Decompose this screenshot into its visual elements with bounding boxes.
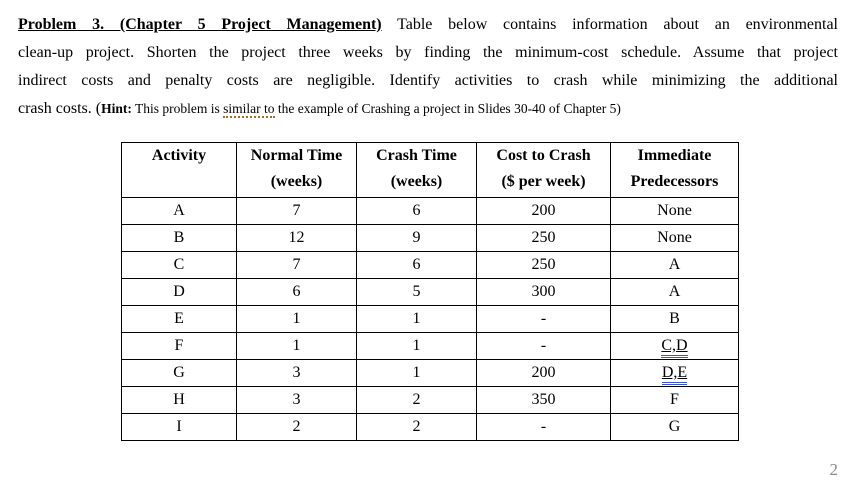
- table-cell: 6: [356, 251, 477, 279]
- table-row: B 12 9 250 None: [121, 224, 739, 252]
- table-cell: 250: [476, 224, 611, 252]
- table-row: C 7 6 250 A: [121, 251, 739, 279]
- header-crash-time: Crash Time (weeks): [356, 142, 477, 198]
- table-cell: 6: [356, 197, 477, 225]
- table-cell: A: [121, 197, 237, 225]
- hint-label: Hint:: [101, 101, 132, 116]
- table-cell: -: [476, 332, 611, 360]
- table-cell: 300: [476, 278, 611, 306]
- table-cell: 2: [236, 413, 357, 441]
- table-row: G 3 1 200 D,E: [121, 359, 739, 387]
- table-cell: C: [121, 251, 237, 279]
- table-row: E 1 1 - B: [121, 305, 739, 333]
- spellcheck-flagged-text: similar to: [223, 101, 275, 118]
- table-cell: 12: [236, 224, 357, 252]
- table-cell: A: [610, 278, 739, 306]
- header-line: Immediate: [637, 147, 712, 164]
- table-cell: C,D: [610, 332, 739, 360]
- table-cell: 250: [476, 251, 611, 279]
- hint-text: Hint: This problem is similar to the exa…: [101, 101, 621, 118]
- table-header-row: Activity Normal Time (weeks) Crash Time (w…: [121, 142, 739, 198]
- hint-text-after: the example of Crashing a project in Sli…: [274, 101, 621, 116]
- table-cell: 200: [476, 197, 611, 225]
- table-cell: D: [121, 278, 237, 306]
- grammar-flagged-text: C,D: [661, 337, 688, 358]
- table-cell: 200: [476, 359, 611, 387]
- table-cell: 5: [356, 278, 477, 306]
- header-line: Predecessors: [630, 173, 719, 190]
- project-table: Activity Normal Time (weeks) Crash Time (w…: [121, 142, 739, 441]
- problem-statement: Problem 3. (Chapter 5 Project Management…: [18, 11, 838, 123]
- header-line: Cost to Crash: [496, 147, 591, 164]
- table-cell: B: [121, 224, 237, 252]
- paragraph-line-3: indirect costs and penalty costs are neg…: [18, 67, 838, 95]
- header-line: Normal Time: [250, 147, 343, 164]
- header-immediate-predecessors: Immediate Predecessors: [610, 142, 739, 198]
- table-cell: 1: [356, 359, 477, 387]
- table-cell: H: [121, 386, 237, 414]
- table-cell: 2: [356, 386, 477, 414]
- header-cost-to-crash: Cost to Crash ($ per week): [476, 142, 611, 198]
- table-cell: A: [610, 251, 739, 279]
- header-line: (weeks): [390, 173, 443, 190]
- table-cell: I: [121, 413, 237, 441]
- table-cell: -: [476, 305, 611, 333]
- header-line: [123, 169, 236, 195]
- page-number: 2: [829, 460, 839, 479]
- hint-text-before: This problem is: [131, 101, 224, 116]
- table-cell: 3: [236, 359, 357, 387]
- paragraph-text: indirect costs and penalty costs are neg…: [18, 72, 838, 89]
- table-cell: F: [610, 386, 739, 414]
- table-cell: 3: [236, 386, 357, 414]
- table-row: H 3 2 350 F: [121, 386, 739, 414]
- header-activity: Activity: [121, 142, 237, 198]
- header-line: (weeks): [270, 173, 323, 190]
- header-normal-time: Normal Time (weeks): [236, 142, 357, 198]
- header-line: Crash Time: [376, 147, 457, 164]
- paragraph-line-2: clean-up project. Shorten the project th…: [18, 39, 838, 67]
- table-cell: None: [610, 224, 739, 252]
- paragraph-line-4: crash costs. (Hint: This problem is simi…: [18, 95, 838, 123]
- table-cell: 1: [356, 305, 477, 333]
- table-cell: 9: [356, 224, 477, 252]
- paragraph-line-1: Problem 3. (Chapter 5 Project Management…: [18, 11, 838, 39]
- paragraph-text: clean-up project. Shorten the project th…: [18, 44, 838, 61]
- table-cell: D,E: [610, 359, 739, 387]
- table-cell: E: [121, 305, 237, 333]
- table-cell: G: [610, 413, 739, 441]
- header-line: Activity: [151, 147, 207, 164]
- table-row: A 7 6 200 None: [121, 197, 739, 225]
- table-row: I 2 2 - G: [121, 413, 739, 441]
- table-cell: G: [121, 359, 237, 387]
- grammar-flagged-text: D,E: [661, 364, 688, 385]
- table-cell: 2: [356, 413, 477, 441]
- table-cell: 350: [476, 386, 611, 414]
- table-cell: 1: [236, 305, 357, 333]
- table-cell: 1: [236, 332, 357, 360]
- header-line: ($ per week): [501, 173, 586, 190]
- table-cell: 6: [236, 278, 357, 306]
- table-cell: 1: [356, 332, 477, 360]
- table-cell: 7: [236, 197, 357, 225]
- table-row: F 1 1 - C,D: [121, 332, 739, 360]
- table-row: D 6 5 300 A: [121, 278, 739, 306]
- table-cell: B: [610, 305, 739, 333]
- table-cell: -: [476, 413, 611, 441]
- table-cell: F: [121, 332, 237, 360]
- paragraph-text: Table below contains information about a…: [381, 16, 838, 33]
- paragraph-text: crash costs. (: [18, 100, 102, 117]
- table-cell: None: [610, 197, 739, 225]
- table-cell: 7: [236, 251, 357, 279]
- problem-title: Problem 3. (Chapter 5 Project Management…: [18, 16, 382, 33]
